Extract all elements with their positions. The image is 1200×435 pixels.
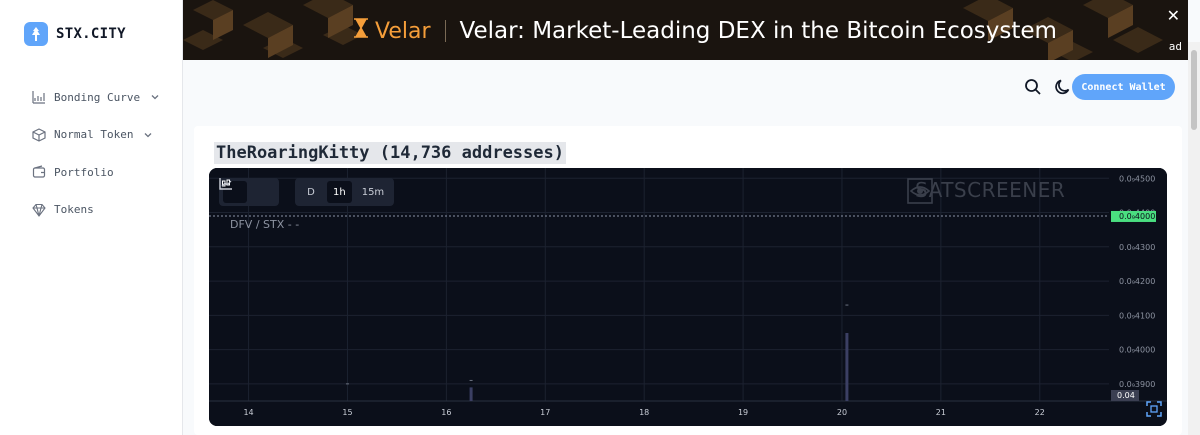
scrollbar-thumb[interactable] bbox=[1191, 50, 1197, 130]
fit-content-icon[interactable] bbox=[1145, 400, 1163, 418]
x-tick-label: 14 bbox=[243, 408, 253, 417]
price-label: 0.0₉4000 bbox=[1119, 212, 1155, 221]
header-icons bbox=[1024, 78, 1072, 96]
x-tick-label: 22 bbox=[1035, 408, 1045, 417]
chart-type-toolbar bbox=[219, 178, 279, 206]
velar-logo: Velar bbox=[353, 18, 431, 44]
x-tick-label: 15 bbox=[342, 408, 352, 417]
close-icon[interactable]: ✕ bbox=[1166, 6, 1180, 25]
volume-label: 0.04 bbox=[1117, 391, 1135, 400]
volume-bar bbox=[469, 387, 473, 401]
sidebar-item-label: Normal Token bbox=[54, 128, 134, 141]
chart-background bbox=[209, 168, 1167, 426]
search-icon[interactable] bbox=[1024, 78, 1042, 96]
brand[interactable]: STX.CITY bbox=[24, 22, 126, 46]
y-tick-label: 0.0₉3900 bbox=[1119, 380, 1155, 389]
ad-divider bbox=[444, 20, 446, 42]
interval-1h-button[interactable]: 1h bbox=[327, 181, 352, 203]
main-area: Velar Velar: Market-Leading DEX in the B… bbox=[183, 0, 1200, 435]
ad-pattern bbox=[183, 0, 1163, 60]
pair-label: DFV / STX - - bbox=[230, 218, 300, 231]
ad-content: Velar Velar: Market-Leading DEX in the B… bbox=[353, 14, 1057, 48]
chevron-down-icon bbox=[143, 130, 153, 140]
hourglass-icon bbox=[353, 18, 369, 44]
sidebar-item-tokens[interactable]: Tokens bbox=[32, 199, 172, 221]
sidebar-nav: Bonding Curve Normal Token Portfolio bbox=[32, 86, 172, 236]
scrollbar[interactable] bbox=[1188, 42, 1200, 435]
cube-icon bbox=[32, 127, 46, 142]
token-card: TheRoaringKitty (14,736 addresses) 14 15 1… bbox=[194, 126, 1182, 435]
sidebar-item-bonding-curve[interactable]: Bonding Curve bbox=[32, 86, 172, 108]
sidebar: STX.CITY Bonding Curve Normal Token bbox=[0, 0, 183, 435]
x-tick-label: 18 bbox=[639, 408, 649, 417]
ad-banner[interactable]: Velar Velar: Market-Leading DEX in the B… bbox=[183, 0, 1188, 60]
y-tick-label: 0.0₉4300 bbox=[1119, 243, 1155, 252]
chart-icon bbox=[32, 90, 46, 104]
wallet-icon bbox=[32, 165, 46, 179]
price-label-bg bbox=[1111, 210, 1156, 222]
x-tick-label: 19 bbox=[738, 408, 748, 417]
y-tick-label: 0.0₉4500 bbox=[1119, 174, 1155, 183]
diamond-icon bbox=[32, 203, 46, 217]
interval-toolbar: D 1h 15m bbox=[295, 178, 395, 206]
sidebar-item-label: Bonding Curve bbox=[54, 90, 141, 104]
x-tick-label: 17 bbox=[540, 408, 550, 417]
x-tick-label: 21 bbox=[936, 408, 946, 417]
x-tick-label: 16 bbox=[441, 408, 451, 417]
y-tick-label: 0.0₉4200 bbox=[1119, 277, 1155, 286]
price-chart[interactable]: 1415161718192021220.0₉45000.0₉44000.0₉43… bbox=[209, 168, 1167, 426]
sidebar-item-normal-token[interactable]: Normal Token bbox=[32, 124, 172, 146]
satscreener-watermark: SATSCREENER bbox=[907, 178, 1066, 204]
connect-wallet-button[interactable]: Connect Wallet bbox=[1072, 74, 1175, 100]
interval-15m-button[interactable]: 15m bbox=[361, 186, 385, 198]
watermark-text: SATSCREENER bbox=[915, 178, 1066, 202]
token-title: TheRoaringKitty (14,736 addresses) bbox=[214, 142, 566, 164]
chart-canvas: 1415161718192021220.0₉45000.0₉44000.0₉43… bbox=[209, 168, 1167, 426]
city-logo-icon bbox=[24, 22, 48, 46]
ad-label: ad bbox=[1168, 40, 1182, 53]
volume-label-bg bbox=[1111, 390, 1139, 401]
x-tick-label: 20 bbox=[837, 408, 847, 417]
sidebar-item-label: Tokens bbox=[54, 203, 94, 216]
interval-d-button[interactable]: D bbox=[307, 186, 315, 198]
y-tick-label: 0.0₉4000 bbox=[1119, 346, 1155, 355]
ad-title: Velar: Market-Leading DEX in the Bitcoin… bbox=[459, 18, 1057, 44]
sidebar-item-portfolio[interactable]: Portfolio bbox=[32, 161, 172, 183]
sidebar-item-label: Portfolio bbox=[54, 165, 114, 179]
volume-bar bbox=[845, 333, 849, 401]
y-tick-label: 0.0₉4100 bbox=[1119, 311, 1155, 320]
ad-brand: Velar bbox=[375, 18, 431, 44]
moon-icon[interactable] bbox=[1054, 78, 1072, 96]
chevron-down-icon bbox=[150, 92, 160, 102]
brand-name: STX.CITY bbox=[56, 26, 126, 42]
line-chart-button[interactable] bbox=[219, 178, 275, 203]
